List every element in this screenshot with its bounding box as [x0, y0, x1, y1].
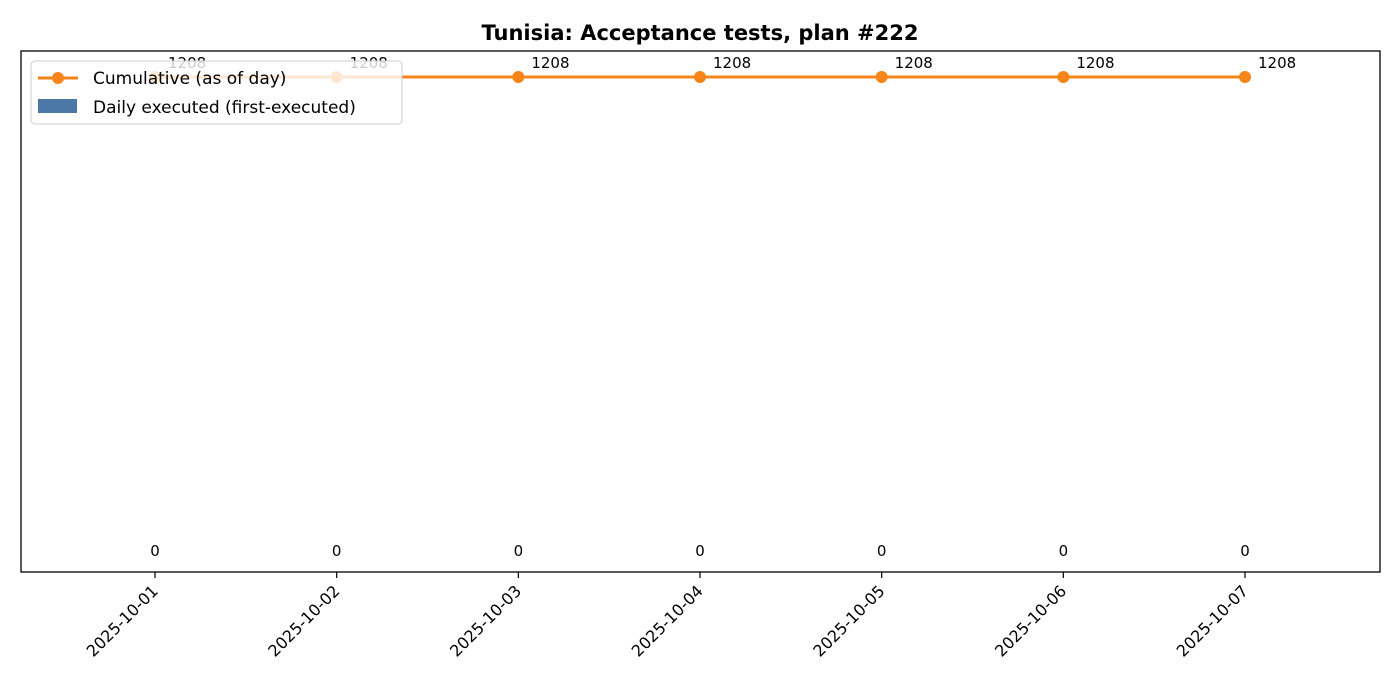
bar-value-label: 0 — [695, 542, 705, 560]
cumulative-value-label: 1208 — [713, 54, 751, 72]
plot-frame — [20, 50, 1381, 573]
cumulative-point-2025-10-03 — [512, 71, 525, 83]
cumulative-point-2025-10-04 — [694, 71, 707, 83]
cumulative-point-2025-10-06 — [1057, 71, 1070, 83]
legend-label-daily: Daily executed (first-executed) — [93, 98, 356, 118]
bar-value-label: 0 — [514, 542, 524, 560]
legend-bar-swatch — [38, 99, 77, 113]
cumulative-value-label: 1208 — [895, 54, 933, 72]
cumulative-value-label: 1208 — [1076, 54, 1114, 72]
bar-labels-layer: 0 0 0 0 0 0 0 — [150, 542, 1250, 560]
cumulative-value-label: 1208 — [1258, 54, 1296, 72]
chart-title: Tunisia: Acceptance tests, plan #222 — [482, 21, 919, 45]
bar-value-label: 0 — [150, 542, 160, 560]
bar-value-label: 0 — [1059, 542, 1069, 560]
cumulative-value-label: 1208 — [531, 54, 569, 72]
bar-value-label: 0 — [332, 542, 342, 560]
legend-label-cumulative: Cumulative (as of day) — [93, 69, 286, 89]
legend-box — [30, 60, 403, 125]
cumulative-point-2025-10-05 — [875, 71, 888, 83]
legend: Cumulative (as of day) Daily executed (f… — [30, 60, 403, 125]
bar-value-label: 0 — [1240, 542, 1250, 560]
bar-value-label: 0 — [877, 542, 887, 560]
legend-line-marker — [52, 72, 64, 84]
cumulative-point-2025-10-07 — [1239, 71, 1252, 83]
